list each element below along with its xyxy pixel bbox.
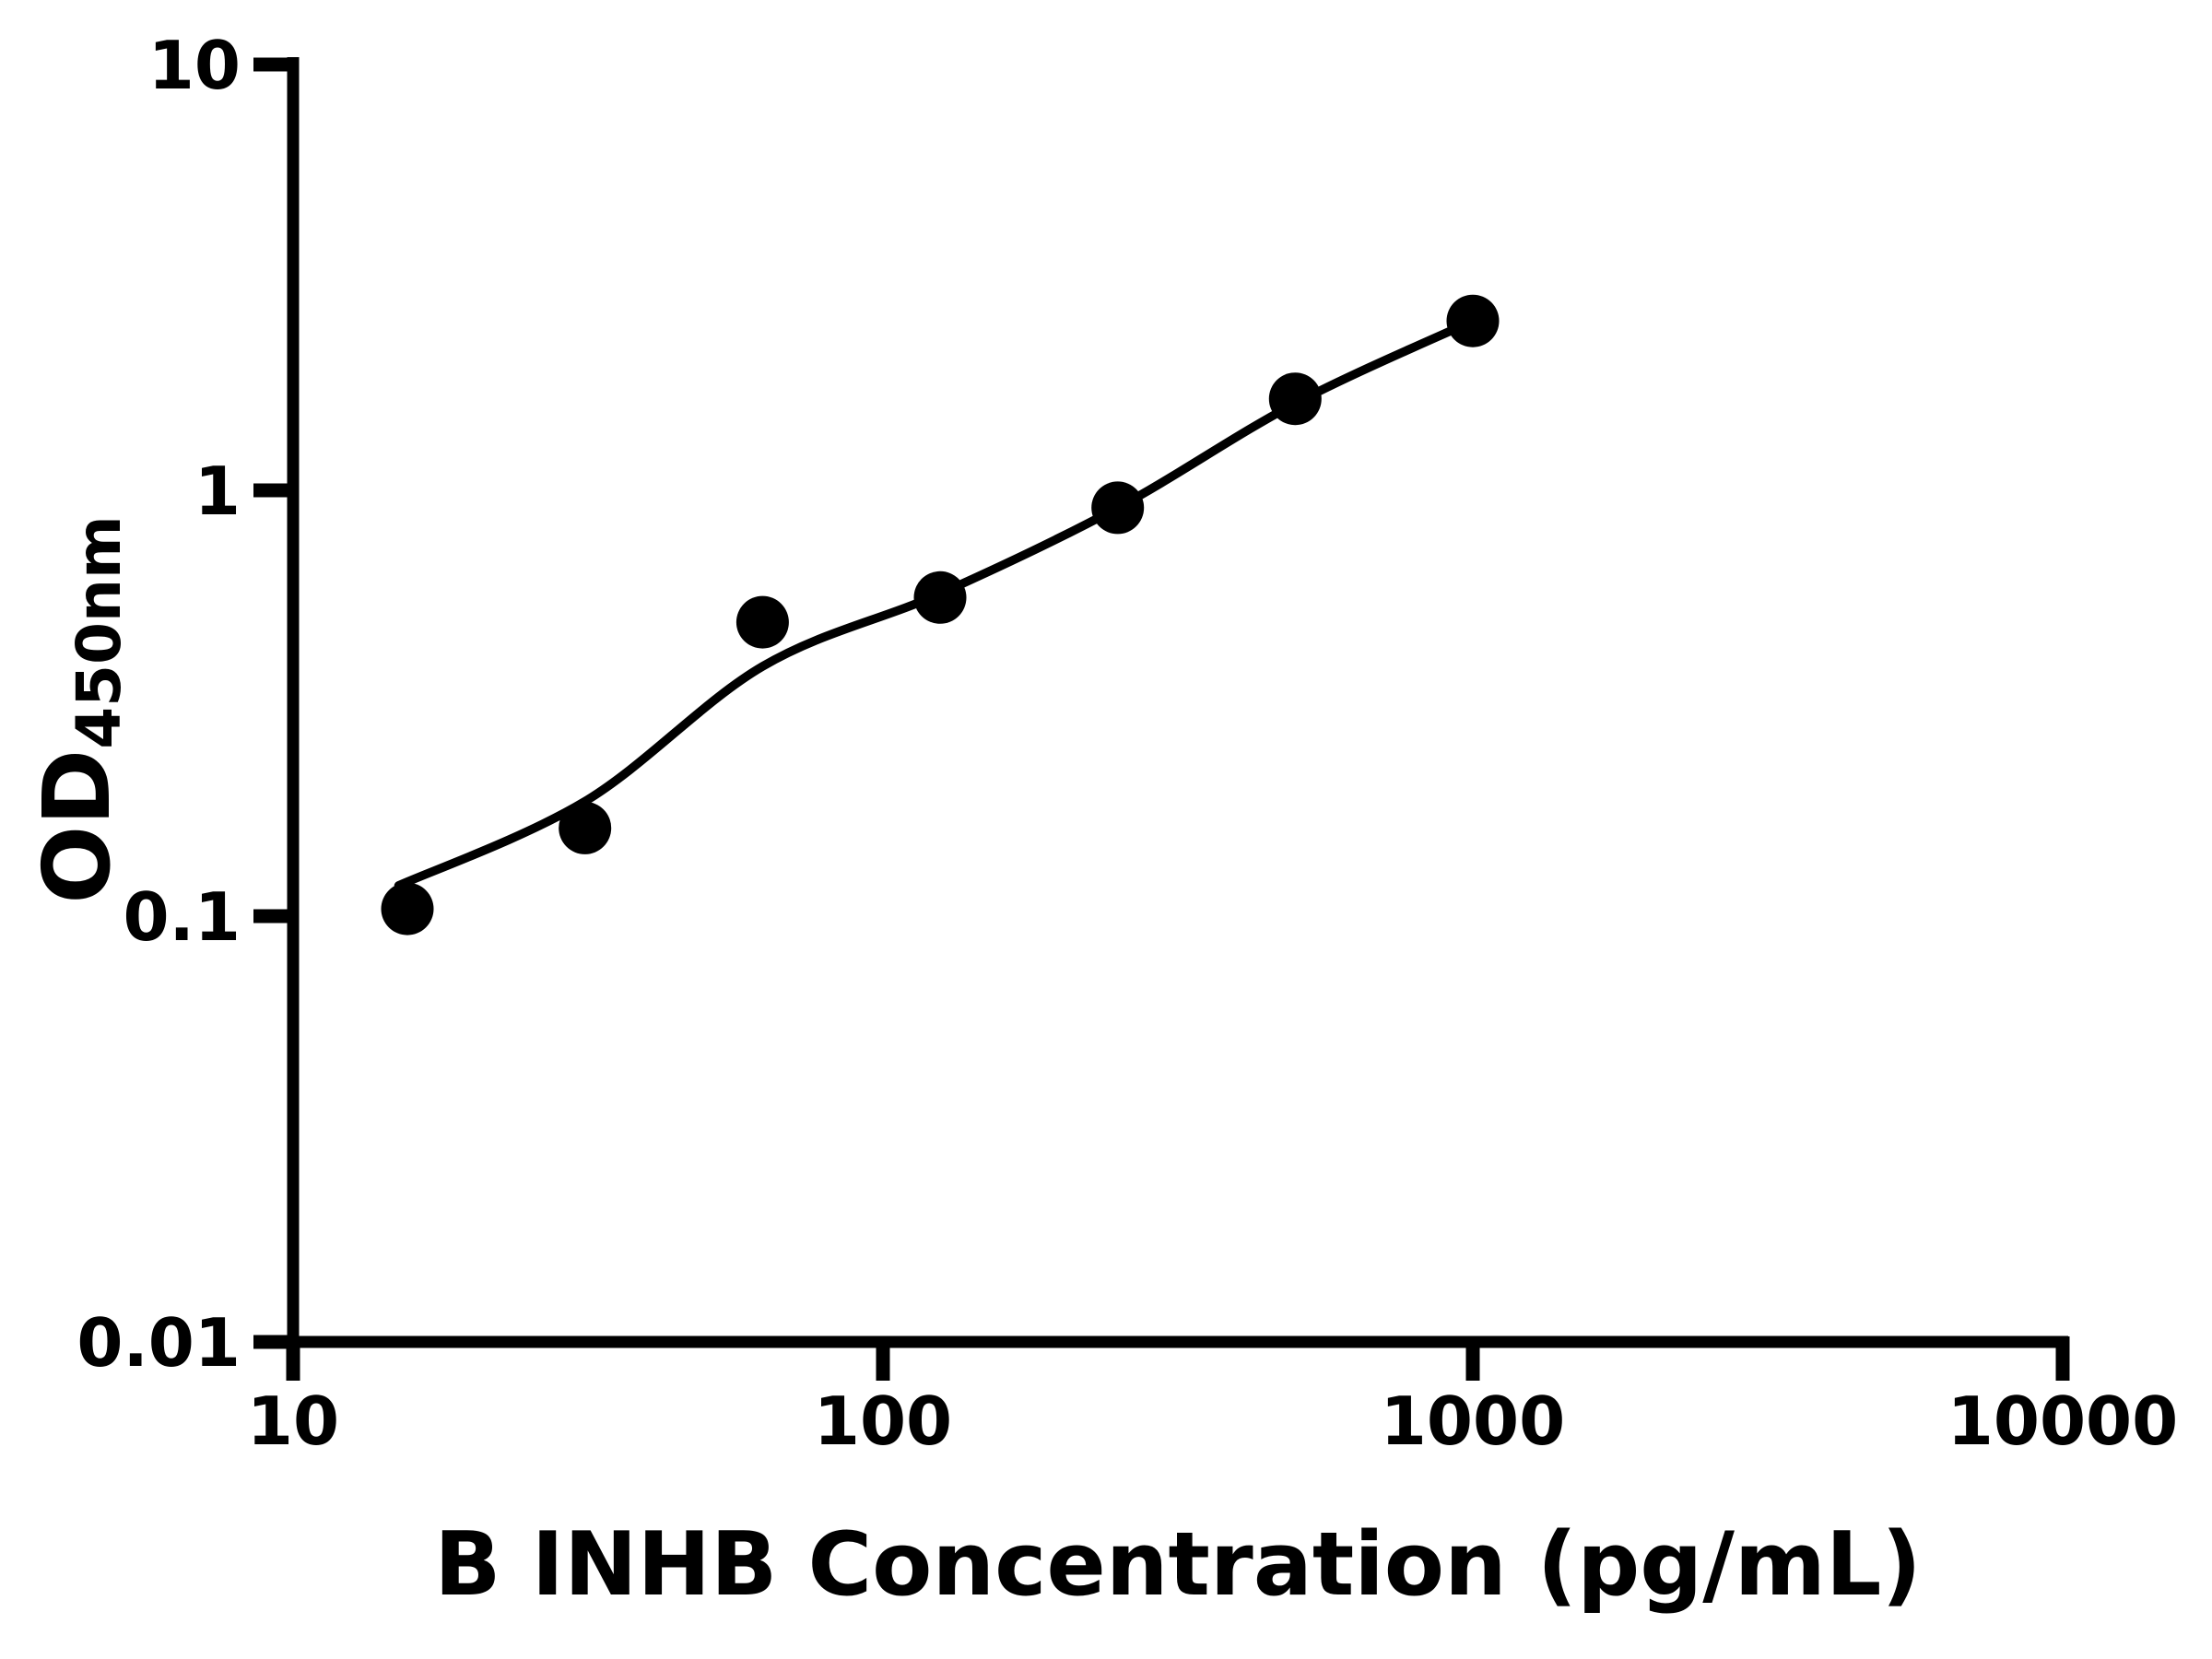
y-tick-label: 0.1: [123, 878, 241, 956]
y-axis-ticks: [253, 57, 299, 1349]
data-point-marker: [1268, 372, 1322, 426]
data-point-marker: [1091, 481, 1145, 535]
x-tick-label: 1000: [1381, 1382, 1565, 1460]
x-axis-title: B INHB Concentration (pg/mL): [434, 1514, 1922, 1616]
y-tick-label: 1: [194, 453, 241, 530]
data-point-marker: [913, 571, 967, 624]
x-tick-label: 10: [247, 1382, 339, 1460]
y-tick-label: 0.01: [76, 1304, 241, 1382]
x-tick-label: 100: [814, 1382, 952, 1460]
x-tick-label: 10000: [1947, 1382, 2179, 1460]
y-tick-label: 10: [148, 27, 241, 104]
x-axis-tick-labels: 10 100 1000 10000: [247, 1382, 2178, 1460]
data-point-marker: [381, 882, 434, 935]
data-point-marker: [1446, 294, 1500, 347]
y-axis-title-subscript: 450nm: [64, 515, 135, 749]
data-point-marker: [735, 595, 789, 649]
y-axis-title: OD450nm: [23, 515, 135, 904]
data-point-marker: [559, 801, 612, 854]
y-axis-tick-labels: 10 1 0.1 0.01: [76, 27, 241, 1382]
data-point-markers: [381, 294, 1500, 935]
y-axis-title-main: OD: [23, 749, 131, 904]
